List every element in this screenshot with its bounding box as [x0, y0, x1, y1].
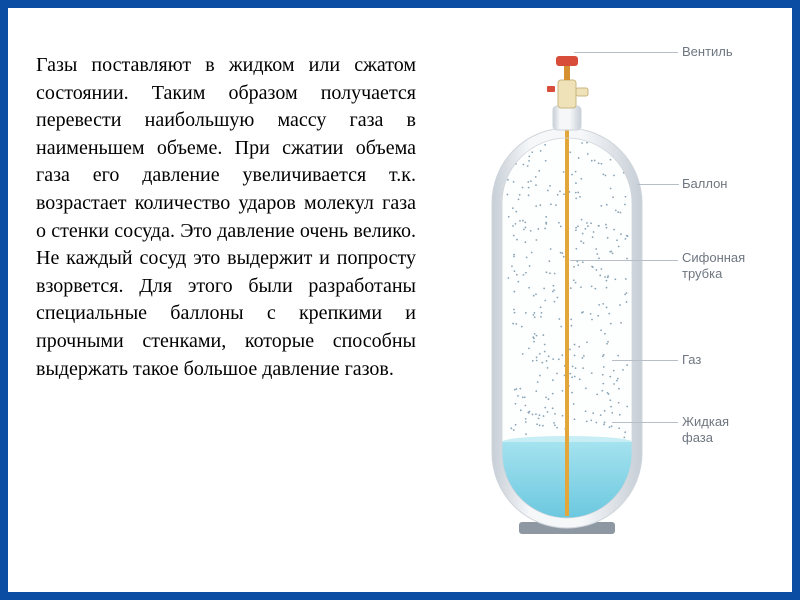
leader-cylinder	[637, 184, 679, 185]
leader-liquid	[612, 422, 678, 423]
label-siphon: Сифонная трубка	[682, 250, 752, 281]
cylinder-svg	[432, 38, 772, 558]
label-liquid: Жидкая фаза	[682, 414, 752, 445]
leader-valve	[574, 52, 678, 53]
frame: Газы поставляют в жидком или сжатом сост…	[0, 0, 800, 600]
label-valve: Вентиль	[682, 44, 733, 59]
cylinder-diagram: Вентиль Баллон Сифонная трубка Газ Жидка…	[432, 38, 772, 558]
leader-siphon	[570, 260, 678, 261]
label-cylinder: Баллон	[682, 176, 728, 191]
description-paragraph: Газы поставляют в жидком или сжатом сост…	[36, 52, 416, 383]
label-gas: Газ	[682, 352, 701, 367]
leader-gas	[612, 360, 678, 361]
